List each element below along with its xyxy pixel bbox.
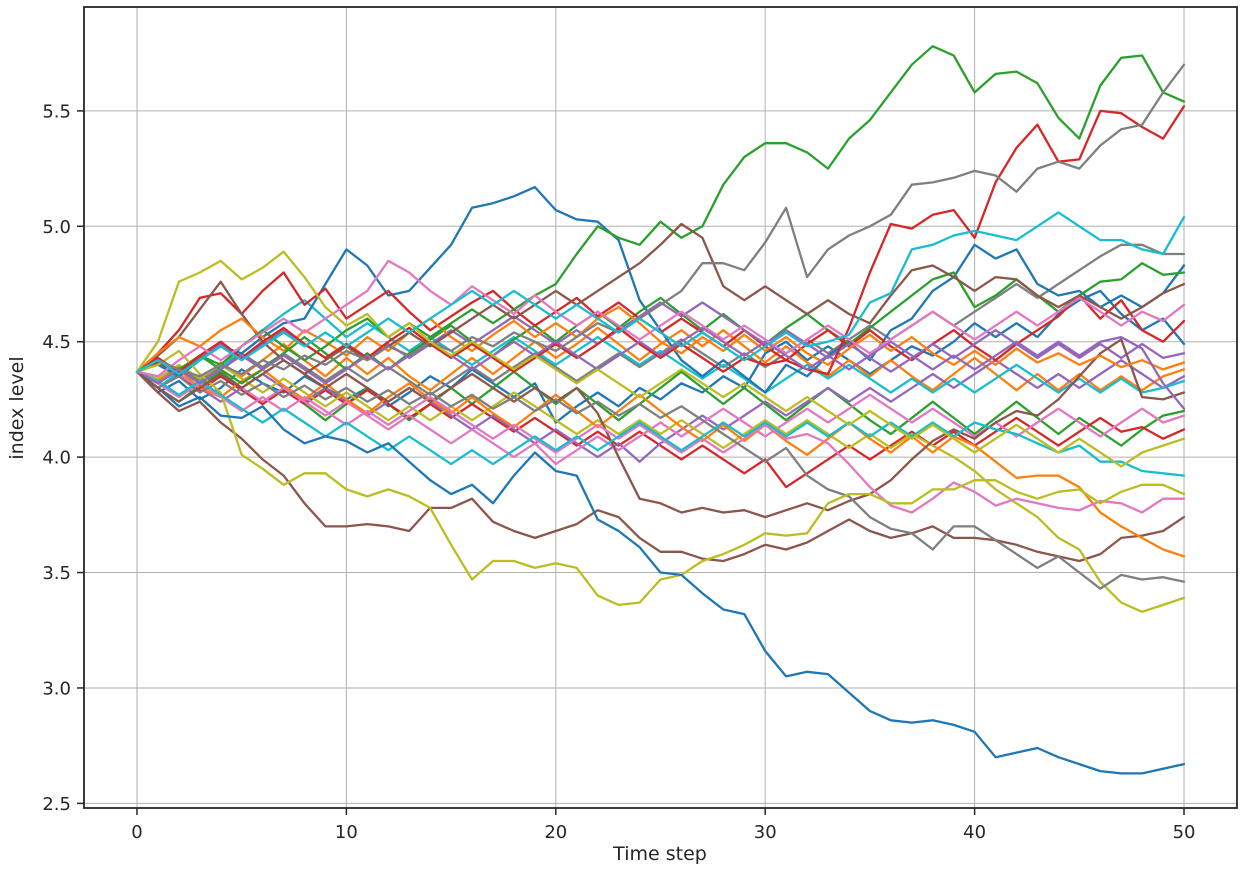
series-line-path-06: [135, 370, 1186, 563]
series-line-path-27: [135, 259, 1186, 378]
series-line-path-16: [135, 280, 1186, 519]
plot-frame: [83, 6, 1238, 809]
x-tick-label: 0: [131, 822, 142, 843]
series-line-path-28: [135, 63, 1186, 378]
y-tick-label: 5.0: [42, 217, 71, 238]
series-line-path-22: [135, 305, 1186, 373]
y-axis-label: index level: [6, 356, 28, 460]
series-line-path-20: [135, 370, 1186, 477]
x-tick-label: 20: [544, 822, 567, 843]
y-tick-label: 2.5: [42, 794, 71, 815]
series-line-path-18: [135, 370, 1186, 590]
series-line-path-23: [135, 45, 1186, 376]
series-line-path-01: [135, 289, 1186, 424]
series-line-path-21: [135, 370, 1186, 775]
series-line-path-19: [135, 349, 1186, 607]
x-tick-label: 10: [335, 822, 358, 843]
series-line-path-26: [135, 222, 1186, 403]
x-tick-label: 30: [754, 822, 777, 843]
x-tick-label: 50: [1173, 822, 1196, 843]
series-line-path-04: [135, 361, 1186, 489]
series-line-path-03: [135, 370, 1186, 447]
series-line-path-17: [135, 370, 1186, 514]
series-line-path-25: [135, 326, 1186, 410]
series-line-path-11: [135, 185, 1186, 394]
y-tick-label: 5.5: [42, 101, 71, 122]
series-line-path-02: [135, 326, 1186, 392]
y-tick-label: 3.5: [42, 563, 71, 584]
series-line-path-30: [135, 211, 1186, 376]
series-line-path-09: [135, 363, 1186, 613]
series-line-path-12: [135, 368, 1186, 558]
y-tick-label: 3.0: [42, 678, 71, 699]
y-tick-label: 4.0: [42, 448, 71, 469]
series-line-path-08: [135, 243, 1186, 396]
series-line-path-29: [135, 250, 1186, 468]
y-tick-label: 4.5: [42, 332, 71, 353]
x-tick-label: 40: [963, 822, 986, 843]
series-line-path-13: [135, 262, 1186, 385]
series-line-path-24: [135, 105, 1186, 376]
x-axis-label: Time step: [613, 843, 707, 865]
